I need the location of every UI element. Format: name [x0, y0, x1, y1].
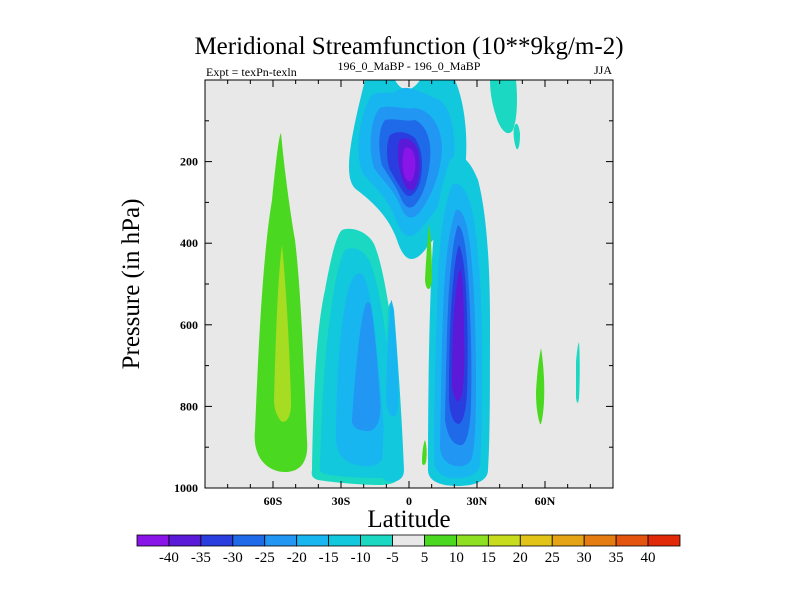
colorbar-label: 35 — [609, 550, 624, 566]
colorbar-swatch — [200, 534, 234, 547]
colorbar-swatch — [519, 534, 553, 547]
colorbar-swatch — [328, 534, 361, 547]
colorbar-label: -20 — [287, 550, 307, 566]
x-tick-label: 30N — [467, 494, 488, 508]
colorbar-swatch — [424, 534, 457, 547]
colorbar-label: 40 — [641, 550, 656, 566]
colorbar-swatch — [392, 534, 425, 547]
contour-level-minus-5 — [513, 123, 520, 150]
northern-subtropical-negative-cell — [428, 156, 490, 486]
contour-level-minus-15 — [386, 300, 399, 417]
x-tick-label: 60S — [264, 494, 283, 508]
contour-level-10 — [274, 245, 292, 422]
contour-level-5 — [425, 224, 432, 289]
colorbar: -40 -35 -30 -25 -20 -15 -10 -5 5 10 15 20 25 30 35 40 — [136, 534, 681, 566]
colorbar-label: -10 — [351, 550, 371, 566]
y-tick-label: 1000 — [174, 481, 198, 495]
colorbar-label: 30 — [577, 550, 592, 566]
colorbar-swatch — [456, 534, 489, 547]
chart-title: Meridional Streamfunction (10**9kg/m-2) — [194, 33, 623, 60]
colorbar-label: 25 — [545, 550, 560, 566]
contour-level-minus-35 — [452, 269, 465, 402]
colorbar-swatch — [232, 534, 266, 547]
colorbar-label: 20 — [513, 550, 528, 566]
colorbar-label: 5 — [421, 550, 429, 566]
colorbar-label: -15 — [319, 550, 339, 566]
colorbar-label: -35 — [191, 550, 211, 566]
contour-fields — [254, 80, 580, 486]
southern-midlat-negative-band — [311, 228, 404, 485]
colorbar-swatch — [583, 534, 617, 547]
y-tick-label: 400 — [180, 236, 198, 250]
x-tick-label: 0 — [406, 494, 412, 508]
colorbar-swatch — [264, 534, 298, 547]
contour-level-5 — [422, 440, 427, 465]
northern-high-lat-positive-patch — [536, 348, 545, 425]
colorbar-label: 15 — [481, 550, 496, 566]
colorbar-swatch — [360, 534, 393, 547]
colorbar-swatch — [168, 534, 202, 547]
colorbar-swatch — [296, 534, 330, 547]
y-tick-label: 200 — [180, 155, 198, 169]
experiment-label: Expt = texPn-texln — [206, 65, 297, 79]
colorbar-swatch — [136, 534, 170, 547]
colorbar-label: 10 — [449, 550, 464, 566]
case-label: 196_0_MaBP - 196_0_MaBP — [338, 59, 481, 73]
contour-level-minus-5 — [576, 342, 580, 403]
y-tick-label: 800 — [180, 399, 198, 413]
colorbar-swatch — [615, 534, 649, 547]
colorbar-label: -25 — [255, 550, 275, 566]
colorbar-label: -40 — [159, 550, 179, 566]
y-tick-label: 600 — [180, 318, 198, 332]
season-label: JJA — [594, 63, 612, 77]
contour-level-minus-5 — [490, 80, 517, 134]
y-axis-label: Pressure (in hPa) — [118, 199, 145, 370]
contour-level-minus-40 — [402, 147, 416, 182]
colorbar-swatch — [647, 534, 681, 547]
x-tick-label: 30S — [332, 494, 351, 508]
southern-positive-cell — [254, 133, 308, 472]
axis-ticks: 60S 30S 0 30N 60N 200 400 600 800 1000 — [174, 80, 613, 508]
colorbar-label: -30 — [223, 550, 243, 566]
colorbar-label: -5 — [386, 550, 399, 566]
contour-level-minus-20 — [352, 302, 381, 432]
x-axis-label: Latitude — [367, 506, 450, 533]
colorbar-swatch — [487, 534, 521, 547]
colorbar-swatch — [551, 534, 585, 547]
x-tick-label: 60N — [535, 494, 556, 508]
